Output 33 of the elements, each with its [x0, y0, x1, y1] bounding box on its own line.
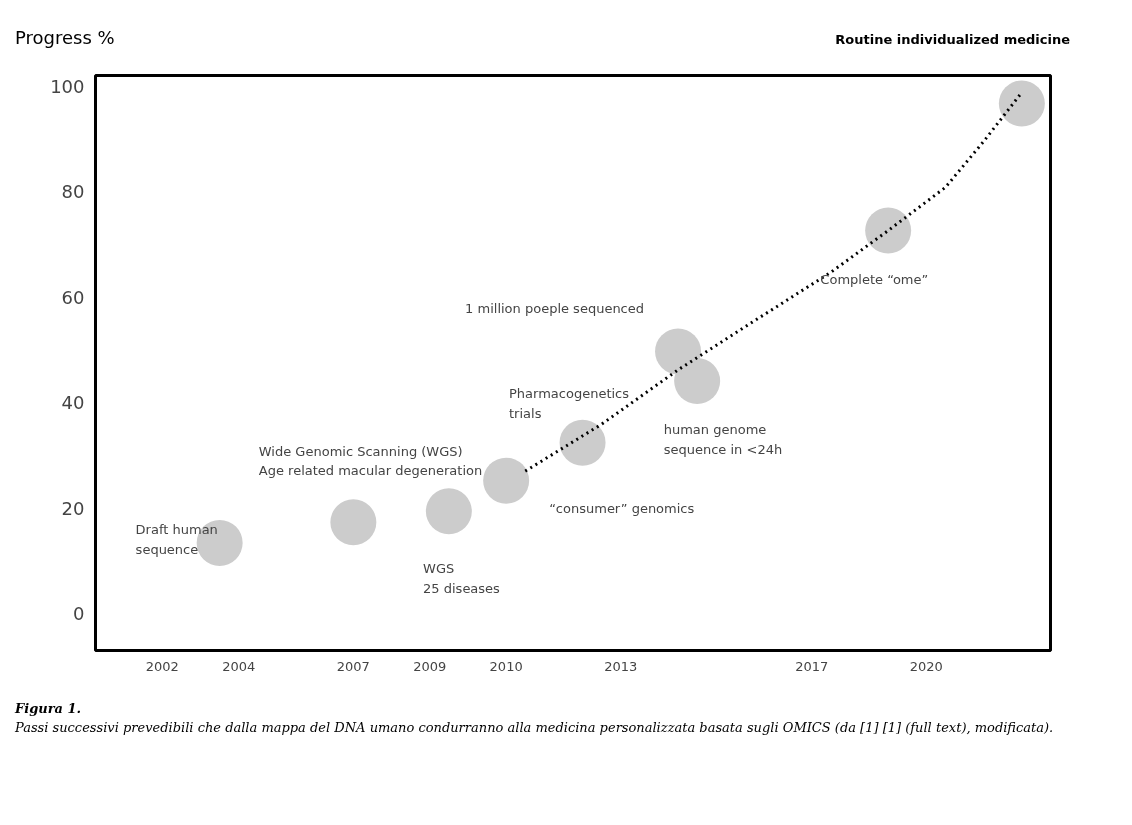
y-tick-label: 40 [61, 392, 85, 414]
annotation: Complete “ome” [820, 272, 929, 288]
point [425, 488, 472, 535]
y-tick-label: 80 [61, 181, 85, 203]
point [998, 80, 1045, 127]
x-tick-label: 2002 [145, 658, 179, 674]
text: Passi successivi prevedibili che dalla mappa del DNA umano condurranno alla medicina personalizzata basata sugli OMICS (da [1] [1] (full text), modificata). [15, 719, 1054, 735]
annotation: “consumer” genomics [549, 500, 695, 516]
x-tick-label: 2013 [604, 658, 638, 674]
annotation: Draft human sequence [135, 522, 218, 557]
point [483, 457, 530, 504]
x-tick-label: 2010 [489, 658, 523, 674]
point [674, 357, 721, 404]
point [330, 499, 377, 546]
annotation: Wide Genomic Scanning (WGS) Age related macular degeneration [258, 443, 483, 479]
y-tick-label: 60 [61, 286, 85, 308]
x-tick-label: 2017 [795, 658, 829, 674]
annotation: 1 million poeple sequenced [465, 301, 645, 317]
y-tick-label: 0 [73, 603, 85, 625]
x-tick-label: 2004 [222, 658, 256, 674]
text: Routine individualized medicine [835, 31, 1070, 49]
y-axis-title: Progress % [15, 26, 115, 50]
point [865, 207, 912, 254]
annotation: Pharmacogenetics trials [509, 386, 630, 421]
y-tick-label: 100 [50, 75, 85, 97]
y-tick-label: 20 [61, 497, 85, 519]
x-tick-label: 2009 [413, 658, 447, 674]
point [559, 419, 606, 466]
x-tick-label: 2007 [336, 658, 370, 674]
annotation: human genome sequence in <24h [663, 422, 783, 457]
text: Figura 1. [15, 701, 82, 716]
annotation: WGS 25 diseases [423, 561, 501, 596]
x-tick-label: 2020 [909, 658, 943, 674]
